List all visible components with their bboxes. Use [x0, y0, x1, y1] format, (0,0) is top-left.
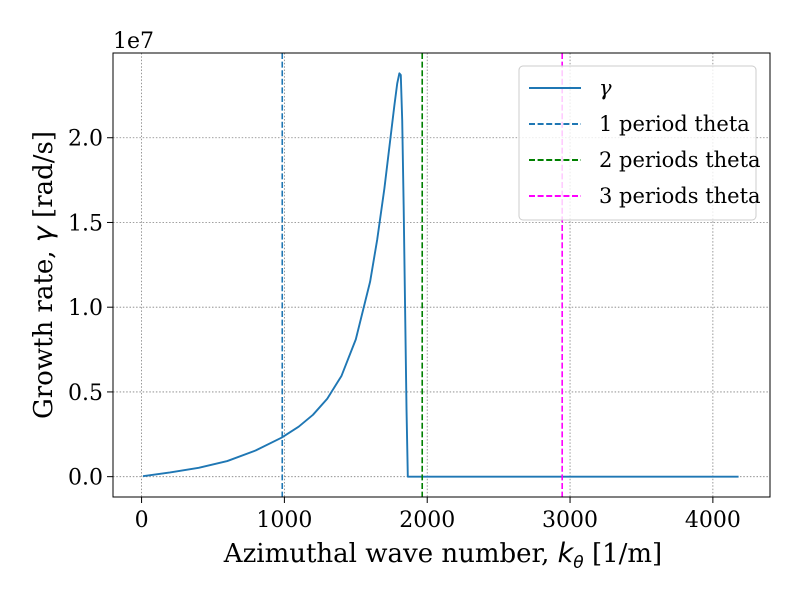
legend-label: γ [599, 76, 612, 100]
y-tick-label: 0.5 [68, 381, 103, 406]
x-tick-label: 0 [135, 508, 149, 533]
y-tick-label: 1.0 [68, 296, 103, 321]
plot-frame [112, 52, 771, 498]
x-tick-label: 1000 [256, 508, 312, 533]
x-axis-label-suffix: [1/m] [584, 539, 663, 569]
x-axis-label-prefix: Azimuthal wave number, [223, 539, 558, 569]
y-tick-label: 1.5 [68, 211, 103, 236]
x-axis-label-subscript: θ [573, 553, 584, 573]
y-axis-label-symbol: γ [28, 224, 59, 242]
y-axis-label-suffix: [rad/s] [29, 131, 59, 226]
y-tick-label: 2.0 [68, 127, 103, 152]
legend-entries: γ 1 period theta 2 periods theta 3 periods … [529, 76, 761, 208]
y-offset-label: 1e7 [113, 29, 154, 54]
y-tick-label: 0.0 [68, 466, 103, 491]
x-axis-label-symbol: k [558, 538, 575, 569]
y-axis-label: Growth rate, γ [rad/s] [28, 131, 59, 419]
axis-ticks: 0 1000 2000 3000 4000 0.0 0.5 1.0 1.5 2.0 [68, 127, 741, 533]
x-axis-label: Azimuthal wave number, kθ [1/m] [223, 538, 662, 573]
series-line-gamma [142, 72, 739, 478]
legend-label: 1 period theta [599, 112, 750, 136]
legend-label: 3 periods theta [599, 184, 761, 208]
x-tick-label: 2000 [399, 508, 455, 533]
x-tick-label: 3000 [542, 508, 598, 533]
legend-label: 2 periods theta [599, 148, 761, 172]
x-tick-label: 4000 [685, 508, 741, 533]
legend: γ 1 period theta 2 periods theta 3 periods … [518, 65, 761, 221]
legend-frame [518, 65, 757, 221]
y-axis-label-prefix: Growth rate, [29, 242, 59, 419]
